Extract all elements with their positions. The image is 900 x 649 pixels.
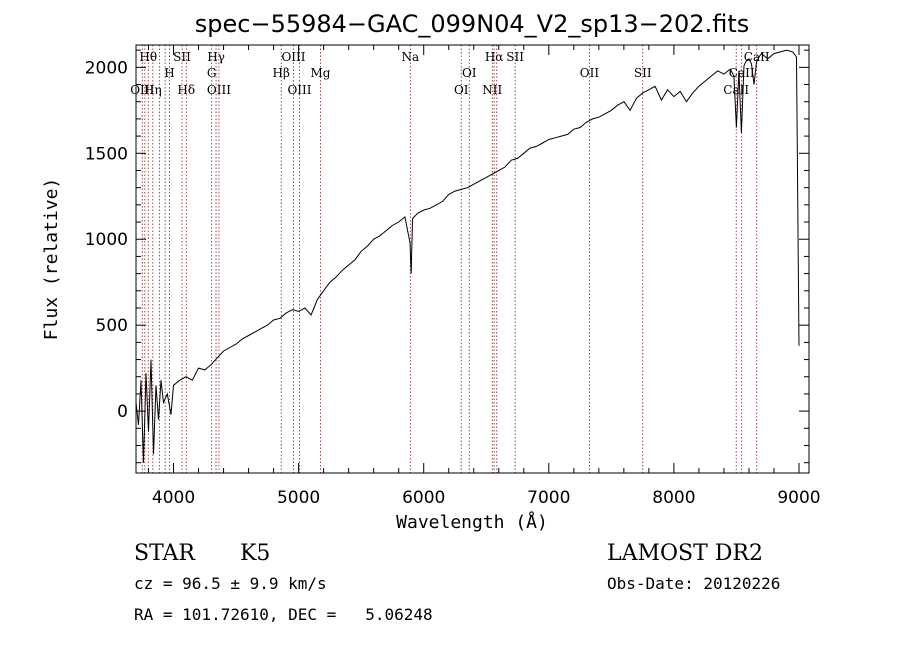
spectral-line-label: OIII	[281, 50, 305, 64]
redshift-velocity: cz = 96.5 ± 9.9 km/s	[134, 574, 327, 593]
x-axis-label: Wavelength (Å)	[396, 511, 548, 533]
spectral-line-label: Hη	[144, 83, 162, 97]
spectral-line-label: H	[164, 66, 174, 80]
spectral-line-label: SII	[173, 50, 191, 64]
spectral-line-label: CaII	[729, 66, 755, 80]
survey-name: LAMOST DR2	[607, 541, 763, 566]
object-class: STAR	[134, 541, 196, 566]
object-subclass: K5	[240, 541, 270, 566]
x-axis-ticks: 4000 5000 6000 7000 8000 9000	[148, 45, 821, 508]
spectral-line-label: Mg	[311, 66, 331, 80]
spectral-line-label: OI	[454, 83, 469, 97]
spectral-line-label: Na	[402, 50, 420, 64]
spectral-line-label: OII	[580, 66, 600, 80]
y-tick-label: 1000	[85, 230, 128, 250]
spectral-line-label: CaII	[723, 83, 749, 97]
spectral-line-label: Hγ	[207, 50, 225, 64]
spectral-line-label: OIII	[207, 83, 231, 97]
x-tick-label: 6000	[402, 488, 445, 508]
spectral-line-label: Hθ	[139, 50, 157, 64]
plot-frame	[135, 44, 810, 474]
x-tick-label: 8000	[652, 488, 695, 508]
y-axis-label: Flux (relative)	[41, 178, 62, 341]
spectrum-line	[135, 49, 800, 463]
coordinates: RA = 101.72610, DEC = 5.06248	[134, 605, 433, 624]
spectral-line-label: Hβ	[273, 66, 290, 80]
spectral-line-label: Hα	[485, 50, 504, 64]
y-tick-label: 500	[96, 316, 128, 336]
spectral-line-label: G	[207, 66, 217, 80]
x-tick-label: 5000	[277, 488, 320, 508]
y-tick-label: 2000	[85, 58, 128, 78]
spectral-line-label: NII	[482, 83, 502, 97]
spectral-line-label: Hδ	[177, 83, 195, 97]
spectral-line-label: SII	[506, 50, 524, 64]
spectral-line-labels: OIIIHθHηHSIIHδGHγOIIIHβOIIIOIIIMgNaOIOIN…	[130, 50, 770, 97]
y-axis-ticks: 0 500 1000 1500 2000	[85, 49, 809, 464]
spectral-line-label: OIII	[287, 83, 311, 97]
y-tick-label: 0	[117, 402, 128, 422]
chart-title: spec−55984−GAC_099N04_V2_sp13−202.fits	[195, 10, 749, 38]
observation-date: Obs-Date: 20120226	[607, 574, 780, 593]
x-tick-label: 7000	[527, 488, 570, 508]
x-tick-label: 4000	[152, 488, 195, 508]
spectral-line-label: OI	[462, 66, 477, 80]
y-tick-label: 1500	[85, 144, 128, 164]
spectral-line-label: SII	[634, 66, 652, 80]
x-tick-label: 9000	[777, 488, 820, 508]
spectral-line-markers	[141, 45, 758, 473]
